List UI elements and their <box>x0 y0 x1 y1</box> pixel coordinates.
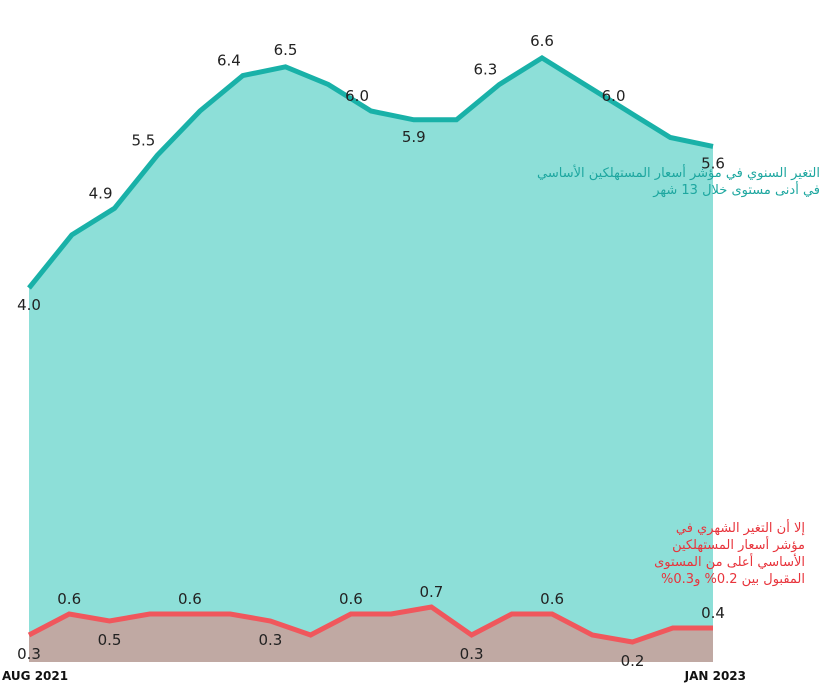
annotation-core-line-1: التغير السنوي في مؤشر أسعار المستهلكين ا… <box>537 166 820 181</box>
annotation-monthly-line-3: الأساسي أعلى من المستوى <box>654 555 805 570</box>
annual-data-label: 4.0 <box>17 296 41 314</box>
annual-data-label: 6.3 <box>473 61 497 79</box>
monthly-data-label: 0.3 <box>460 645 484 663</box>
annual-series-area <box>29 57 713 662</box>
monthly-data-label: 0.6 <box>178 590 202 608</box>
annual-series-line <box>27 54 714 290</box>
annual-data-label: 6.4 <box>217 52 241 70</box>
x-tick-label-end: JAN 2023 <box>684 669 746 683</box>
annotation-monthly-line-1: إلا أن التغير الشهري في <box>675 521 805 536</box>
monthly-data-label: 0.6 <box>339 590 363 608</box>
monthly-data-label: 0.6 <box>57 590 81 608</box>
monthly-data-label: 0.2 <box>621 652 645 670</box>
monthly-series-line <box>27 604 713 645</box>
annual-data-label: 5.9 <box>402 128 426 146</box>
monthly-data-label: 0.3 <box>17 645 41 663</box>
monthly-series-area <box>29 607 713 662</box>
annotation-core-line-2: في أدنى مستوى خلال 13 شهر <box>653 183 820 198</box>
annotation-monthly: إلا أن التغير الشهري في مؤشر أسعار المست… <box>600 520 805 588</box>
annual-data-label: 6.0 <box>602 87 626 105</box>
annual-data-label: 6.6 <box>530 32 554 50</box>
x-tick-label-start: AUG 2021 <box>2 669 68 683</box>
annual-data-label: 5.6 <box>701 154 725 172</box>
monthly-data-label: 0.4 <box>701 604 725 622</box>
annual-data-label: 6.5 <box>274 41 298 59</box>
monthly-data-label: 0.5 <box>98 631 122 649</box>
annual-data-label: 6.0 <box>345 87 369 105</box>
annual-data-label: 5.5 <box>131 131 155 149</box>
monthly-data-label: 0.3 <box>258 631 282 649</box>
monthly-data-label: 0.7 <box>419 583 443 601</box>
monthly-data-label: 0.6 <box>540 590 564 608</box>
annotation-monthly-line-2: مؤشر أسعار المستهلكين <box>672 538 805 553</box>
annotation-core-annual: التغير السنوي في مؤشر أسعار المستهلكين ا… <box>500 165 820 199</box>
annotation-monthly-line-4: المقبول بين 0.2% و0.3% <box>661 572 805 587</box>
annual-data-label: 4.9 <box>89 184 113 202</box>
